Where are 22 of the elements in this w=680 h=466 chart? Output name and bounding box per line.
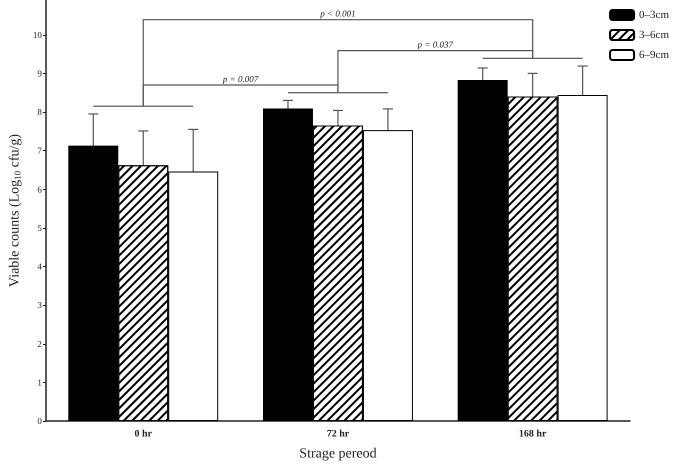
legend-label: 0–3cm <box>639 9 670 21</box>
x-tick-label: 0 hr <box>134 428 153 440</box>
x-tick-label: 72 hr <box>326 428 350 440</box>
y-tick-label: 3 <box>37 300 42 310</box>
legend-label: 3–6cm <box>639 29 670 41</box>
y-tick-label: 10 <box>32 30 42 40</box>
annotation: p = 0.037 <box>416 40 454 50</box>
y-tick-label: 6 <box>37 184 42 194</box>
y-tick-label: 7 <box>37 146 42 156</box>
y-tick-label: 0 <box>37 416 42 426</box>
annotation: p < 0.001 <box>319 8 356 19</box>
y-tick-label: 5 <box>37 222 42 233</box>
y-axis-title: Viable counts (Log10 cfu/g) <box>8 134 22 288</box>
y-tick-label: 9 <box>37 68 42 78</box>
x-axis-title: Strage pereod <box>299 446 377 462</box>
y-tick-label: 8 <box>37 107 42 118</box>
y-tick-label: 1 <box>37 377 42 388</box>
y-tick-label: 4 <box>37 262 42 272</box>
x-tick-label: 168 hr <box>518 428 547 440</box>
annotation: p = 0.007 <box>222 74 259 84</box>
legend-label: 6–9cm <box>639 49 670 61</box>
y-tick-label: 2 <box>37 338 42 349</box>
